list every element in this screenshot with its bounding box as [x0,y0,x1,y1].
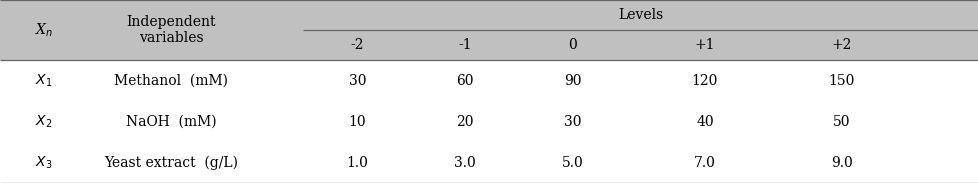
Text: 90: 90 [563,74,581,88]
Text: $X_2$: $X_2$ [35,113,53,130]
Bar [0,60,978,183]
Text: Yeast extract  (g/L): Yeast extract (g/L) [105,155,238,170]
Text: 1.0: 1.0 [346,156,368,170]
Text: 30: 30 [348,74,366,88]
Text: Independent
variables: Independent variables [126,15,216,45]
Text: 0: 0 [568,38,576,52]
Text: Levels: Levels [618,8,663,22]
Text: $X_1$: $X_1$ [35,73,53,89]
Text: X$_n$: X$_n$ [35,21,53,39]
Text: +1: +1 [694,38,714,52]
Text: 10: 10 [348,115,366,129]
Text: 120: 120 [691,74,717,88]
Text: 30: 30 [563,115,581,129]
Text: Methanol  (mM): Methanol (mM) [114,74,228,88]
Text: 5.0: 5.0 [561,156,583,170]
Text: 7.0: 7.0 [693,156,715,170]
Text: 50: 50 [832,115,850,129]
Text: 60: 60 [456,74,473,88]
Text: 9.0: 9.0 [830,156,852,170]
Text: 40: 40 [695,115,713,129]
Bar [0,0,978,60]
Text: NaOH  (mM): NaOH (mM) [126,115,216,129]
Text: 20: 20 [456,115,473,129]
Text: -2: -2 [350,38,364,52]
Text: -1: -1 [458,38,471,52]
Text: $X_3$: $X_3$ [35,154,53,171]
Text: 3.0: 3.0 [454,156,475,170]
Text: +2: +2 [831,38,851,52]
Text: 150: 150 [828,74,854,88]
